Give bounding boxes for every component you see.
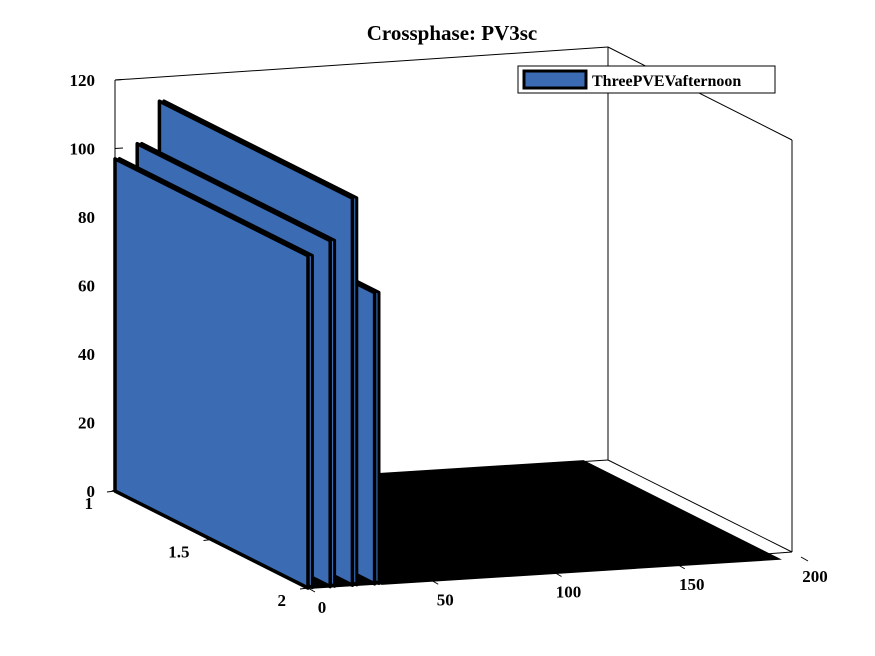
z-tick-label: 0 <box>87 482 96 501</box>
z-tick-label: 20 <box>78 414 95 433</box>
x-tick-label: 50 <box>437 590 454 609</box>
z-tick-label: 60 <box>78 277 95 296</box>
x-tick-mark <box>800 556 809 562</box>
z-tick-label: 100 <box>70 140 96 159</box>
axis-box-edge <box>114 46 609 81</box>
legend-label: ThreePVEVafternoon <box>592 73 741 90</box>
z-tick-mark <box>114 147 124 149</box>
legend: ThreePVEVafternoon <box>517 65 776 94</box>
x-tick-label: 0 <box>318 598 327 617</box>
z-tick-label: 80 <box>78 208 95 227</box>
z-tick-label: 120 <box>70 71 96 90</box>
chart-title: Crossphase: PV3sc <box>367 21 538 45</box>
y-tick-label: 1 <box>85 494 94 513</box>
x-tick-label: 100 <box>556 583 582 602</box>
x-tick-label: 200 <box>802 567 828 586</box>
axis-box-edge <box>607 459 793 553</box>
bar <box>113 157 310 590</box>
z-tick-label: 40 <box>78 345 95 364</box>
y-tick-label: 1.5 <box>168 543 189 562</box>
z-tick-mark <box>114 79 124 81</box>
x-tick-label: 150 <box>679 575 705 594</box>
legend-swatch <box>522 69 588 90</box>
y-tick-label: 2 <box>278 591 287 610</box>
bars <box>111 99 782 590</box>
